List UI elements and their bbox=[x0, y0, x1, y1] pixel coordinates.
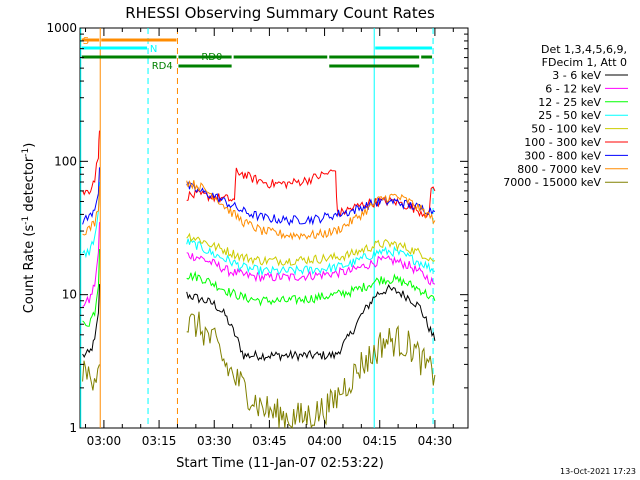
footer-timestamp: 13-Oct-2021 17:23 bbox=[560, 467, 636, 476]
series-line-5-0 bbox=[82, 130, 100, 196]
series-line-8-1 bbox=[186, 311, 436, 430]
legend-label-0: 3 - 6 keV bbox=[552, 69, 601, 82]
x-tick-label-2: 03:30 bbox=[197, 434, 232, 448]
y-axis: 1 10 100 1000 bbox=[46, 21, 468, 435]
series-line-3-1 bbox=[186, 238, 435, 276]
series-line-7-1 bbox=[186, 179, 436, 241]
y-tick-label-2: 100 bbox=[54, 154, 77, 168]
state-label-n: N bbox=[150, 44, 157, 55]
legend-label-2: 12 - 25 keV bbox=[538, 96, 601, 109]
legend: Det 1,3,4,5,6,9,FDecim 1, Att 03 - 6 keV… bbox=[503, 43, 628, 189]
x-tick-label-1: 03:15 bbox=[142, 434, 177, 448]
y-axis-label-end: ) bbox=[22, 143, 37, 148]
series-line-4-0 bbox=[186, 232, 436, 267]
legend-label-7: 800 - 7000 keV bbox=[517, 163, 601, 176]
series-line-0-1 bbox=[186, 283, 436, 362]
y-axis-label-tail: detector bbox=[22, 156, 37, 216]
series-line-6-1 bbox=[186, 181, 436, 227]
y-axis-label-sup: -1 bbox=[21, 216, 31, 225]
state-label-rd4: RD4 bbox=[152, 61, 173, 72]
x-tick-label-4: 04:00 bbox=[307, 434, 342, 448]
plot-frame bbox=[79, 27, 469, 429]
state-label-s: S bbox=[83, 36, 89, 47]
legend-header-0: Det 1,3,4,5,6,9, bbox=[541, 43, 627, 56]
series-line-1-0 bbox=[82, 222, 100, 308]
series-line-5-1 bbox=[186, 167, 436, 219]
series-line-8-0 bbox=[82, 360, 100, 391]
state-bars: S N RD0 RD4 bbox=[81, 36, 433, 72]
series-line-7-0 bbox=[82, 186, 100, 236]
series-line-6-0 bbox=[82, 167, 100, 225]
series-layer bbox=[82, 130, 436, 430]
attenuator-lines bbox=[80, 28, 434, 428]
y-axis-label: Count Rate (s-1 detector-1) bbox=[21, 143, 37, 314]
legend-label-1: 6 - 12 keV bbox=[545, 82, 601, 95]
legend-label-6: 300 - 800 keV bbox=[524, 149, 601, 162]
x-axis: 03:00 03:15 03:30 03:45 04:00 04:15 04:30 bbox=[85, 28, 454, 448]
legend-label-8: 7000 - 15000 keV bbox=[503, 176, 601, 189]
legend-header-1: FDecim 1, Att 0 bbox=[542, 56, 627, 69]
x-axis-label: Start Time (11-Jan-07 02:53:22) bbox=[176, 456, 384, 471]
legend-label-3: 25 - 50 keV bbox=[538, 109, 601, 122]
x-tick-label-5: 04:15 bbox=[362, 434, 397, 448]
series-line-2-1 bbox=[186, 270, 436, 307]
y-axis-label-sup2: -1 bbox=[21, 148, 31, 157]
series-line-0-0 bbox=[82, 284, 100, 358]
y-axis-label-main: Count Rate (s bbox=[22, 225, 37, 314]
x-tick-label-0: 03:00 bbox=[87, 434, 122, 448]
legend-label-4: 50 - 100 keV bbox=[531, 123, 601, 136]
series-line-2-0 bbox=[82, 248, 100, 327]
chart-title: RHESSI Observing Summary Count Rates bbox=[125, 4, 435, 22]
series-line-1-1 bbox=[186, 252, 436, 286]
state-label-rd0: RD0 bbox=[201, 52, 222, 63]
x-tick-label-6: 04:30 bbox=[418, 434, 453, 448]
legend-label-5: 100 - 300 keV bbox=[524, 136, 601, 149]
x-tick-label-3: 03:45 bbox=[252, 434, 287, 448]
y-tick-label-0: 1 bbox=[69, 421, 77, 435]
y-tick-label-1: 10 bbox=[62, 288, 77, 302]
y-tick-label-3: 1000 bbox=[46, 21, 77, 35]
